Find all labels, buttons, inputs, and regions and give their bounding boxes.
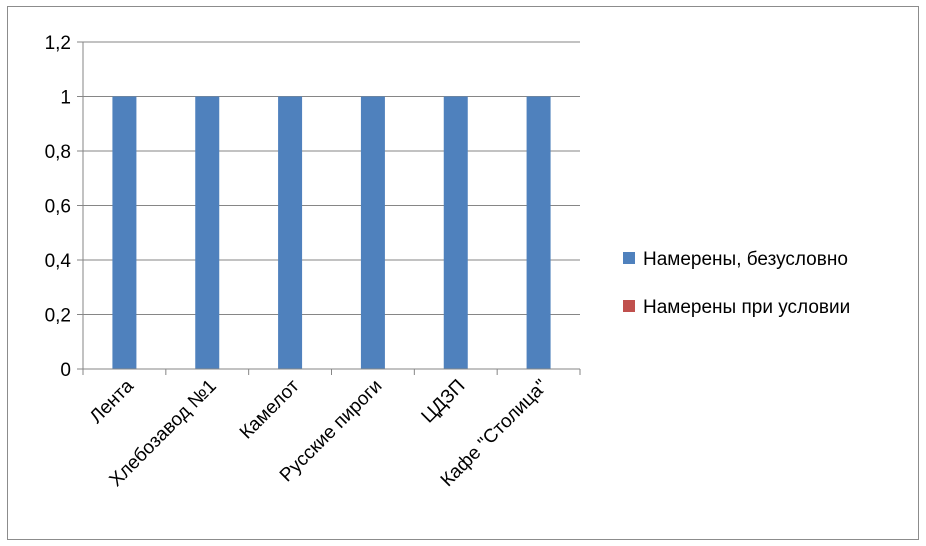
axes: [77, 41, 581, 375]
legend: Намерены, безусловно Намерены при условии: [623, 249, 850, 318]
x-category-label: Камелот: [236, 375, 304, 443]
x-category-label: ЦДЗП: [418, 376, 470, 428]
legend-label: Намерены, безусловно: [643, 249, 848, 270]
y-tick-label: 0,8: [45, 142, 71, 163]
y-tick-label: 0,4: [45, 251, 72, 272]
bars: [112, 96, 551, 369]
y-tick-label: 0,6: [45, 197, 71, 218]
bar-series-1: [278, 96, 303, 369]
legend-swatch: [623, 300, 635, 312]
y-tick-label: 1,2: [45, 33, 71, 54]
bar-series-1: [526, 96, 551, 369]
x-category-label: Лента: [86, 375, 138, 427]
y-axis-tick-labels: 0 0,2 0,4 0,6 0,8 1 1,2: [45, 33, 72, 381]
y-tick-label: 0,2: [45, 306, 71, 327]
legend-label: Намерены при условии: [643, 297, 850, 318]
y-tick-label: 0: [60, 360, 71, 381]
bar-series-1: [443, 96, 468, 369]
bar-series-1: [360, 96, 385, 369]
gridlines: [83, 41, 580, 315]
y-tick-label: 1: [60, 88, 71, 109]
legend-swatch: [623, 252, 635, 264]
bar-series-1: [195, 96, 220, 369]
bar-series-1: [112, 96, 137, 369]
